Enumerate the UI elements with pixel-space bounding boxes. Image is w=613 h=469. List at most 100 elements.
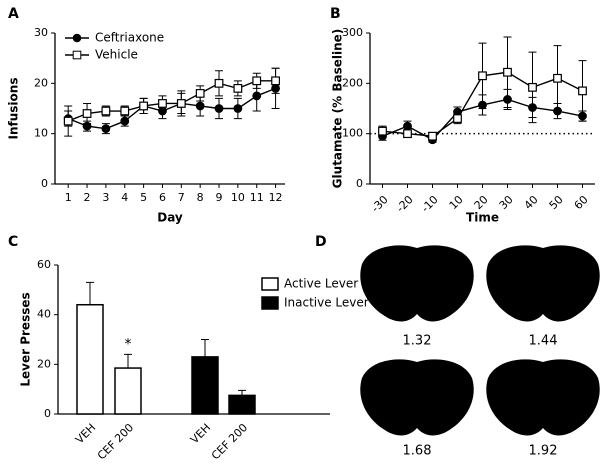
y-tick-label: 200 [342, 76, 363, 89]
x-tick-label: 9 [216, 191, 223, 204]
marker [158, 99, 167, 108]
x-tick-label: -30 [369, 193, 391, 215]
bar [191, 356, 219, 415]
series-line [67, 80, 276, 122]
legend-label: Ceftriaxone [95, 31, 164, 45]
x-tick-label: 11 [250, 191, 264, 204]
y-tick-label: 20 [34, 76, 48, 89]
marker [63, 116, 73, 126]
marker [101, 124, 111, 134]
y-axis-label: Lever Presses [19, 292, 33, 386]
marker [378, 126, 387, 136]
x-axis-label: Time [466, 211, 499, 225]
error-bar [238, 389, 246, 396]
legend-marker [72, 33, 82, 43]
x-tick-label: CEF 200 [209, 421, 250, 462]
y-tick-label: 60 [37, 258, 51, 271]
section-label: 1.68 [403, 444, 432, 459]
x-tick-label: 12 [269, 191, 283, 204]
x-tick-label: 30 [497, 193, 516, 212]
brain-section [486, 359, 600, 436]
y-tick-label: 0 [44, 407, 51, 420]
marker [120, 116, 130, 126]
legend-label: Inactive Lever [284, 296, 369, 310]
marker [195, 88, 205, 98]
brain-section [486, 245, 600, 322]
y-axis-label: Glutamate (% Baseline) [331, 29, 345, 189]
marker [478, 71, 487, 81]
x-tick-label: -10 [419, 193, 441, 215]
y-tick-label: 0 [356, 177, 363, 190]
panel-label: B [330, 6, 341, 22]
x-tick-label: 40 [522, 193, 541, 212]
x-tick-label: CEF 200 [95, 421, 136, 462]
error-bar [201, 339, 209, 357]
brain-section [360, 245, 474, 322]
marker [553, 73, 562, 83]
error-bar [124, 353, 132, 369]
annotation: * [125, 336, 132, 352]
panel-label: A [8, 6, 19, 22]
x-axis-label: Day [157, 211, 183, 225]
marker [453, 114, 462, 123]
series-line [67, 87, 276, 130]
x-tick-label: 5 [140, 191, 147, 204]
section-label: 1.92 [529, 444, 558, 459]
marker [195, 101, 205, 111]
y-tick-label: 100 [342, 127, 363, 140]
marker [101, 106, 111, 116]
x-tick-label: 10 [447, 193, 466, 212]
marker [428, 131, 437, 141]
marker [120, 106, 130, 116]
x-tick-label: 50 [547, 193, 566, 212]
marker [233, 83, 243, 93]
legend-label: Vehicle [95, 48, 138, 62]
marker [82, 109, 92, 118]
marker [252, 76, 262, 86]
marker [214, 78, 224, 88]
marker [252, 91, 262, 101]
marker [233, 104, 243, 113]
y-axis-label: Infusions [7, 78, 21, 140]
x-tick-label: 10 [231, 191, 245, 204]
x-tick-label: 3 [102, 191, 109, 204]
panel-label: C [8, 234, 18, 250]
x-tick-label: -20 [394, 193, 416, 215]
x-tick-label: 4 [121, 191, 128, 204]
marker [578, 86, 587, 96]
y-tick-label: 20 [37, 357, 51, 370]
bar [114, 367, 142, 415]
x-tick-label: 2 [84, 191, 91, 204]
x-tick-label: 8 [197, 191, 204, 204]
legend-swatch [261, 277, 279, 291]
section-label: 1.32 [403, 334, 432, 349]
x-tick-label: 20 [472, 193, 491, 212]
marker [503, 67, 512, 77]
marker [528, 82, 537, 92]
marker [176, 99, 186, 108]
y-tick-label: 40 [37, 308, 51, 321]
y-tick-label: 0 [41, 177, 48, 190]
legend-swatch [261, 296, 279, 310]
bar [228, 394, 256, 415]
marker [403, 129, 412, 139]
x-tick-label: VEH [188, 421, 213, 446]
x-tick-label: 6 [159, 191, 166, 204]
section-label: 1.44 [529, 334, 558, 349]
legend-label: Active Lever [284, 277, 358, 291]
error-bar [86, 281, 94, 305]
x-tick-label: 7 [178, 191, 185, 204]
brain-section [360, 359, 474, 436]
y-tick-label: 10 [34, 127, 48, 140]
x-tick-label: 1 [65, 191, 72, 204]
panel-label: D [315, 234, 327, 250]
marker [403, 121, 412, 131]
x-tick-label: 60 [572, 193, 591, 212]
legend-marker [72, 50, 82, 60]
marker [271, 76, 280, 86]
marker [214, 104, 224, 113]
y-tick-label: 30 [34, 26, 48, 39]
marker [139, 101, 149, 111]
